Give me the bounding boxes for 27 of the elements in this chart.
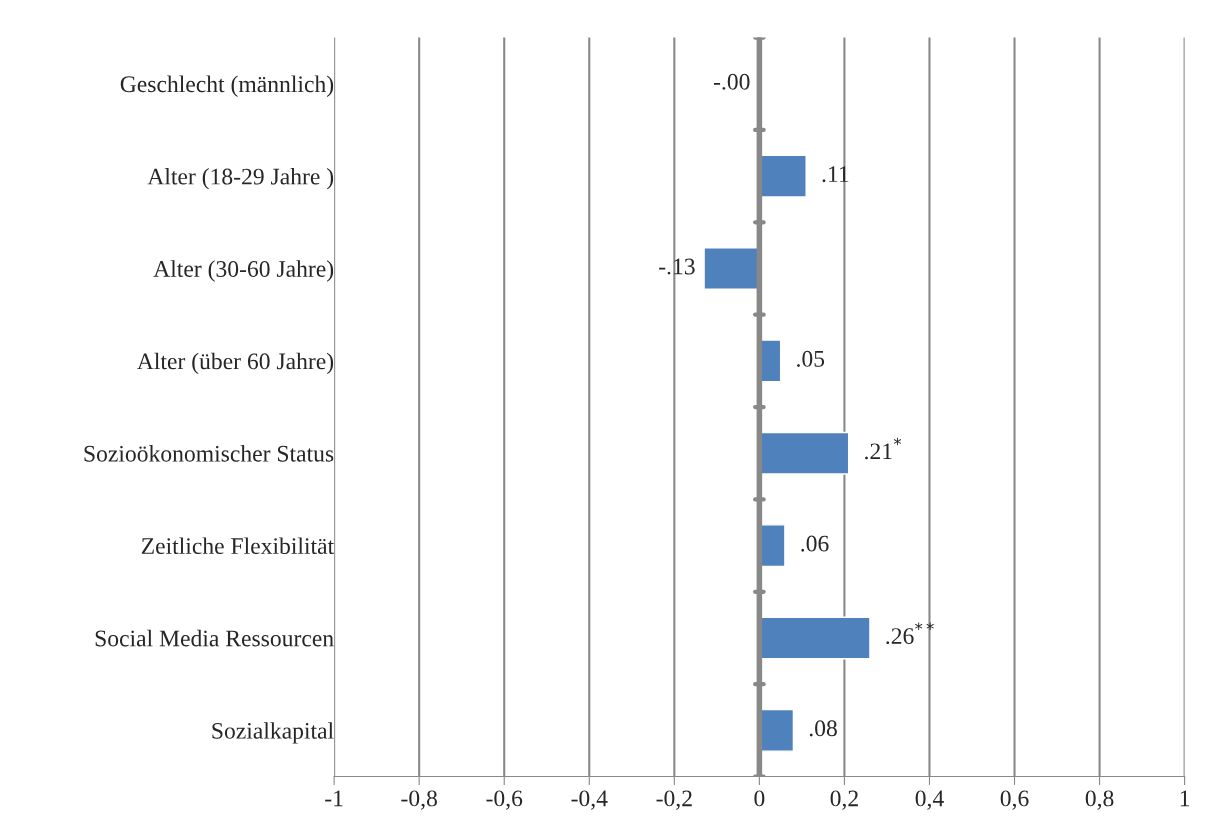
x-tick-label: 0,2 <box>830 790 858 810</box>
x-tick-label: 0,8 <box>1085 790 1114 810</box>
y-tick-label: Alter (30-60 Jahre) <box>153 260 334 282</box>
x-tick-label: -0,4 <box>571 790 608 810</box>
x-tick-label: 0,6 <box>1000 790 1029 810</box>
x-tick-label: 0 <box>754 790 765 807</box>
y-tick-label: Sozioökonomischer Status <box>84 445 334 462</box>
x-tick-label: 1 <box>1180 790 1190 807</box>
y-tick-label: Zeitliche Flexibilität <box>141 537 334 555</box>
x-tick-label: -0,6 <box>486 790 523 810</box>
data-label: .26$^{**}$ <box>886 622 934 645</box>
x-tick-label: -1 <box>325 790 343 807</box>
x-tick-label: -0,2 <box>656 790 692 810</box>
x-tick-label: -0,8 <box>401 790 437 810</box>
data-label: -.13 <box>659 258 695 275</box>
data-label: .05 <box>797 350 825 367</box>
y-tick-label: Alter (über 60 Jahre) <box>137 352 334 375</box>
data-label: .06 <box>801 535 829 552</box>
y-tick-label: Alter (18-29 Jahre ) <box>147 167 334 190</box>
data-label: .21$^{*}$ <box>865 437 902 460</box>
y-tick-label: Geschlecht (männlich) <box>120 75 334 97</box>
y-tick-label: Sozialkapital <box>212 722 334 744</box>
y-tick-label: Social Media Ressourcen <box>95 629 334 647</box>
data-label: -.00 <box>713 73 750 90</box>
data-label: .08 <box>809 720 837 737</box>
data-label: .11 <box>822 166 849 183</box>
x-tick-label: 0,4 <box>915 790 944 810</box>
